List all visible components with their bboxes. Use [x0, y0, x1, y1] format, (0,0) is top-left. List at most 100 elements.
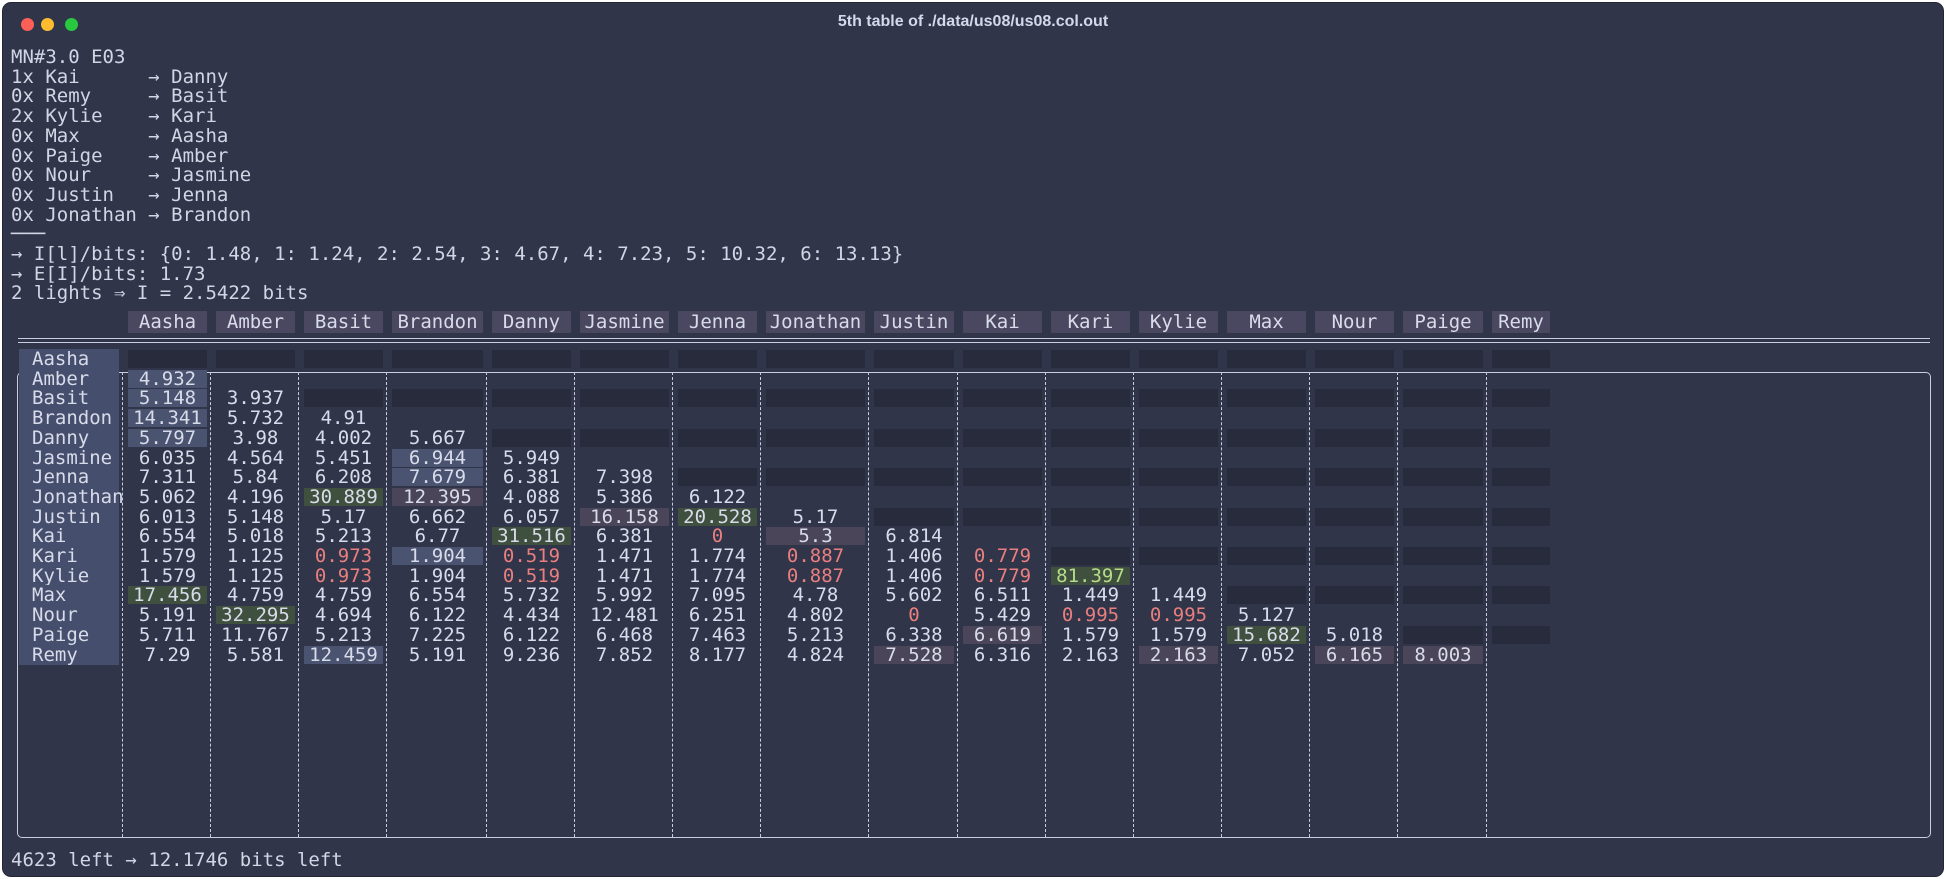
table-cell: 5.386 [595, 485, 654, 508]
table-cell-empty [580, 389, 669, 408]
table-cell: 4.759 [314, 584, 373, 607]
table-cell: 31.516 [492, 527, 571, 546]
zoom-window-button[interactable] [65, 18, 78, 31]
table-cell: 17.456 [128, 586, 207, 605]
minimize-window-button[interactable] [41, 18, 54, 31]
table-cell: 5.711 [138, 623, 197, 646]
table-cell-empty [580, 350, 669, 368]
table-cell-empty [874, 507, 954, 526]
output-line: 1x Kai → Danny [11, 65, 229, 88]
table-cell: 0.519 [502, 564, 561, 587]
table-cell-empty [1139, 468, 1218, 487]
table-cell: 0 [908, 604, 920, 627]
table-cell: 32.295 [216, 606, 295, 625]
table-cell-empty [963, 488, 1042, 506]
table-cell: 8.003 [1403, 645, 1483, 664]
table-cell: 5.429 [973, 604, 1032, 627]
table-cell: 9.236 [502, 643, 561, 666]
window-title: 5th table of ./data/us08/us08.col.out [837, 13, 1109, 30]
table-cell: 6.662 [408, 505, 467, 528]
table-cell-empty [216, 370, 295, 388]
table-cell-empty [1227, 567, 1306, 585]
column-separator [1309, 372, 1310, 837]
table-cell: 4.91 [320, 407, 367, 430]
table-cell-empty [1227, 389, 1306, 408]
table-cell: 11.767 [221, 623, 290, 646]
table-cell: 6.381 [595, 525, 654, 548]
table-cell-empty [678, 468, 757, 487]
table-cell-empty [1492, 389, 1550, 408]
table-cell-empty [1492, 428, 1550, 447]
table-cell: 0.995 [1061, 604, 1120, 627]
table-cell-empty [678, 449, 757, 467]
table-cell-empty [766, 488, 865, 506]
table-cell: 15.682 [1227, 625, 1306, 644]
table-cell-empty [1227, 547, 1306, 565]
table-cell: 5.148 [128, 389, 207, 408]
table-cell: 1.471 [595, 545, 654, 567]
table-cell-empty [392, 370, 483, 388]
table-cell-empty [1403, 350, 1483, 368]
table-cell-empty [1403, 370, 1483, 388]
table-cell: 1.449 [1061, 584, 1120, 607]
table-cell: 7.679 [392, 468, 483, 487]
table-cell: 12.481 [590, 604, 659, 627]
table-cell-empty [766, 409, 865, 427]
table-cell: 5.062 [138, 485, 197, 508]
table-cell-empty [963, 370, 1042, 388]
table-cell-empty [1403, 428, 1483, 447]
table-cell: 7.463 [688, 623, 747, 646]
table-cell-empty [963, 468, 1042, 487]
status-line: 4623 left → 12.1746 bits left [11, 849, 343, 871]
row-label-kai: Kai [19, 526, 119, 547]
table-cell: 7.852 [595, 643, 654, 666]
table-cell-empty [1227, 586, 1306, 605]
table-cell: 16.158 [580, 507, 669, 526]
table-cell-empty [1315, 586, 1394, 605]
row-label-danny: Danny [19, 427, 119, 448]
table-cell-empty [1051, 350, 1130, 368]
table-cell-empty [874, 409, 954, 427]
column-separator [1045, 372, 1046, 837]
table-cell-empty [1315, 527, 1394, 545]
table-cell: 5.797 [128, 428, 207, 447]
output-line: → I[l]/bits: {0: 1.48, 1: 1.24, 2: 2.54,… [11, 243, 904, 265]
output-line: MN#3.0 E03 [11, 46, 126, 68]
row-label-kylie: Kylie [19, 565, 119, 586]
table-cell-empty [304, 370, 383, 388]
table-cell-empty [1051, 527, 1130, 545]
table-cell-empty [1051, 468, 1130, 487]
table-cell-empty [963, 449, 1042, 467]
column-separator [386, 372, 387, 837]
table-cell: 4.196 [226, 485, 285, 508]
table-cell-empty [1315, 606, 1394, 624]
close-window-button[interactable] [21, 18, 34, 31]
column-separator [122, 372, 123, 837]
column-header-justin: Justin [874, 311, 954, 333]
table-cell: 6.035 [138, 446, 197, 469]
table-cell-empty [1403, 567, 1483, 585]
table-cell: 5.667 [408, 426, 467, 449]
table-cell-empty [874, 350, 954, 368]
table-cell-empty [963, 527, 1042, 545]
table-cell-empty [392, 350, 483, 368]
table-cell: 1.579 [1149, 623, 1208, 646]
table-cell: 4.564 [226, 446, 285, 469]
table-cell: 0 [711, 525, 724, 548]
table-cell-empty [1403, 527, 1483, 545]
table-cell: 6.511 [973, 584, 1032, 607]
table-cell-empty [1227, 350, 1306, 368]
table-cell: 81.397 [1051, 566, 1130, 585]
table-cell-empty [1403, 449, 1483, 467]
table-cell-empty [963, 428, 1042, 447]
table-cell-empty [580, 370, 669, 388]
table-cell: 4.78 [792, 584, 839, 607]
table-cell: 4.932 [128, 369, 207, 388]
column-header-paige: Paige [1403, 311, 1483, 333]
table-cell-empty [766, 449, 865, 467]
column-header-kari: Kari [1051, 311, 1130, 333]
table-cell: 5.191 [138, 604, 197, 627]
table-cell: 6.77 [414, 525, 461, 548]
table-cell: 6.619 [963, 625, 1042, 644]
table-cell-empty [1051, 370, 1130, 388]
